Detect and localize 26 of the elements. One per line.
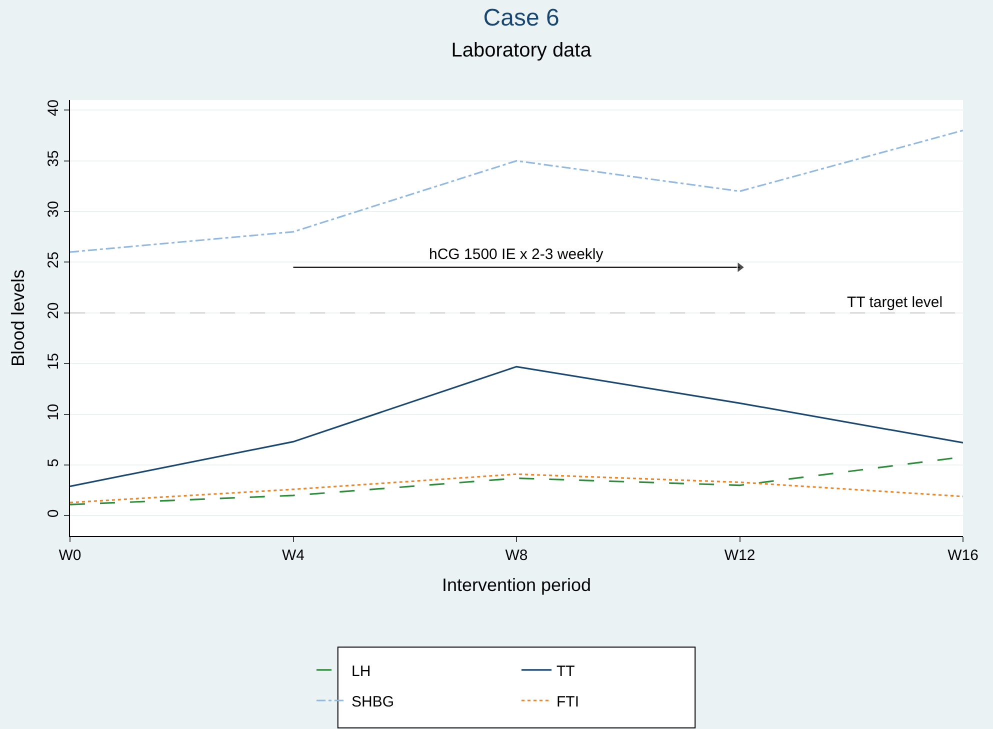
chart-subtitle: Laboratory data xyxy=(451,40,592,62)
chart-title: Case 6 xyxy=(483,4,560,32)
y-tick-label: 20 xyxy=(45,302,62,320)
legend-label: SHBG xyxy=(352,693,394,710)
annotation: hCG 1500 IE x 2-3 weekly xyxy=(429,246,604,263)
x-tick-label: W8 xyxy=(505,547,528,564)
y-tick-label: 0 xyxy=(45,509,62,518)
x-tick-label: W0 xyxy=(58,547,82,564)
x-axis-title: Intervention period xyxy=(442,575,592,596)
x-tick-label: W12 xyxy=(724,547,756,564)
line-series xyxy=(70,473,963,504)
ref-line-label: TT target level xyxy=(847,294,943,311)
y-axis-title: Blood levels xyxy=(8,269,28,367)
legend-label: FTI xyxy=(556,693,579,710)
legend-label: LH xyxy=(352,662,371,680)
x-tick-label: W16 xyxy=(948,547,978,564)
y-tick-label: 25 xyxy=(45,252,62,268)
y-tick-label: 35 xyxy=(45,150,62,167)
y-tick-label: 5 xyxy=(45,458,62,467)
line-series xyxy=(70,366,963,488)
y-tick-label: 30 xyxy=(45,200,62,218)
y-tick-label: 10 xyxy=(45,404,62,420)
y-tick-label: 40 xyxy=(45,100,62,116)
x-tick-label: W4 xyxy=(282,547,304,564)
legend-label: TT xyxy=(556,662,575,680)
y-tick-label: 15 xyxy=(45,353,62,370)
